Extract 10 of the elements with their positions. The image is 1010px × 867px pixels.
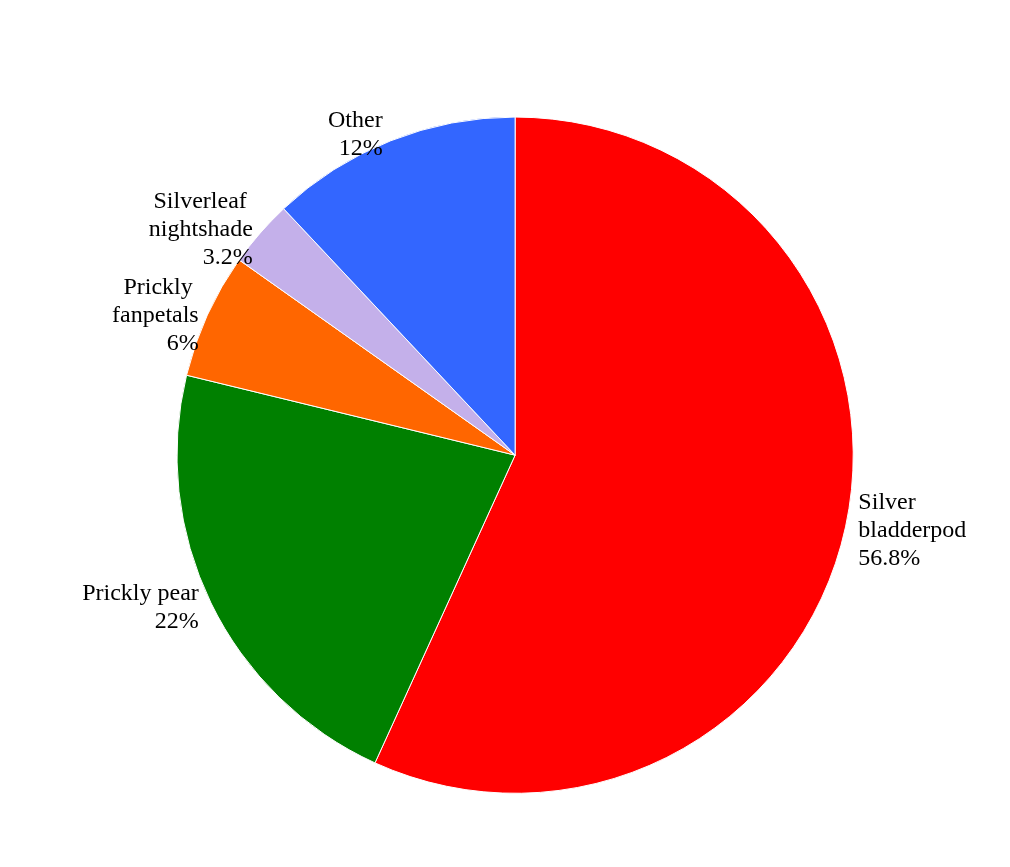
data-label: 3.2% [202,242,253,269]
data-label: 12% [338,134,383,161]
data-label: 6% [166,328,199,355]
data-label: 56.8% [858,543,921,570]
slice-label: Silverleaf nightshade [148,186,253,241]
slice-label: Silver bladderpod [858,487,967,542]
slice-label: Prickly pear [82,579,199,606]
slice-label: Prickly fanpetals [112,272,199,327]
data-label: 22% [154,607,199,634]
slice-label: Other [328,106,383,133]
